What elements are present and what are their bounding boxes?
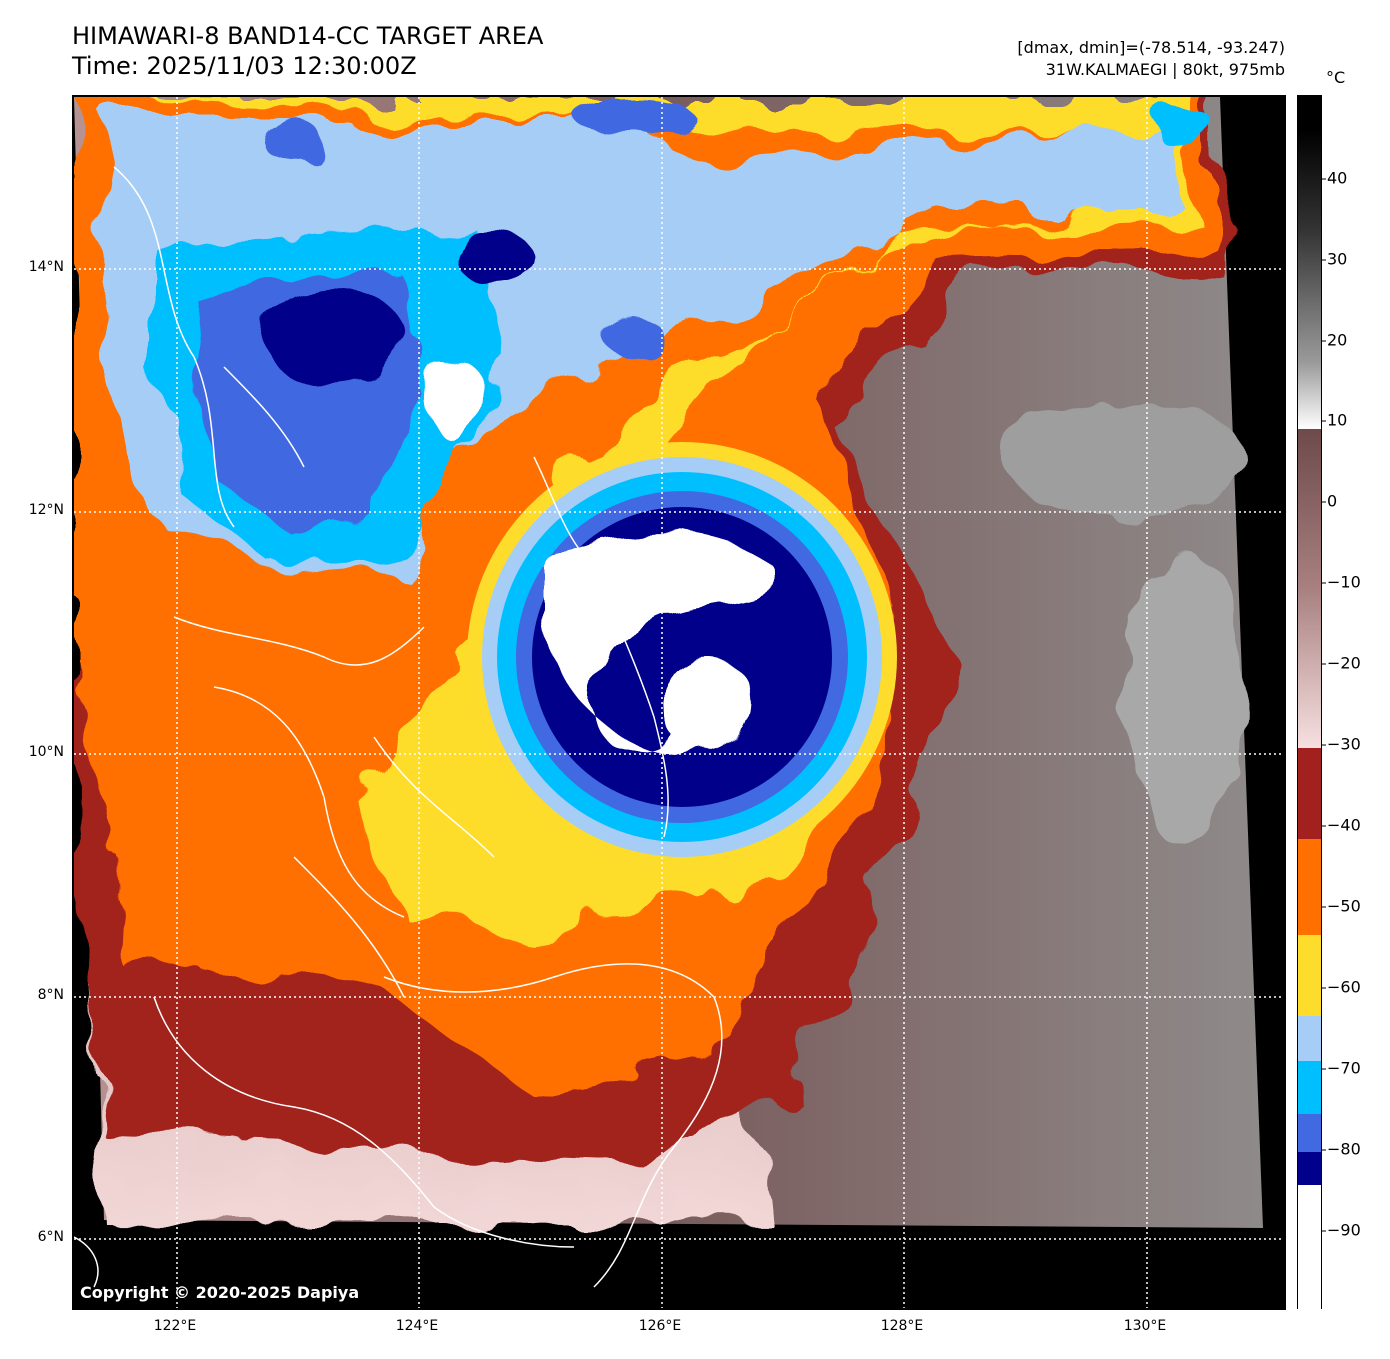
map-timestamp: Time: 2025/11/03 12:30:00Z	[72, 52, 417, 80]
colorbar-tick: −60	[1321, 977, 1361, 997]
lat-label-14n: 14°N	[28, 259, 64, 275]
colorbar-tick: −20	[1321, 653, 1361, 673]
lon-label-122e: 122°E	[153, 1318, 197, 1334]
typhoon-kalmaegi	[467, 442, 897, 872]
colorbar-tick: −90	[1321, 1220, 1361, 1240]
data-range-readout: [dmax, dmin]=(-78.514, -93.247)	[1017, 38, 1285, 57]
colorbar-cyan-segment	[1298, 1061, 1321, 1114]
colorbar-tick: 10	[1320, 410, 1348, 430]
lon-label-128e: 128°E	[880, 1318, 924, 1334]
colorbar-tick: 40	[1320, 168, 1348, 188]
lon-label-124e: 124°E	[395, 1318, 439, 1334]
copyright-notice: Copyright © 2020-2025 Dapiya	[80, 1283, 360, 1302]
satellite-imagery	[74, 97, 1284, 1308]
lon-label-130e: 130°E	[1123, 1318, 1167, 1334]
colorbar-lightblue-segment	[1298, 1016, 1321, 1061]
colorbar-tick: 20	[1320, 330, 1348, 350]
lon-label-126e: 126°E	[638, 1318, 682, 1334]
colorbar-tick: −40	[1321, 815, 1361, 835]
colorbar-tick: −30	[1321, 734, 1361, 754]
colorbar-yellow-segment	[1298, 935, 1321, 1016]
map-title: HIMAWARI-8 BAND14-CC TARGET AREA	[72, 22, 544, 50]
colorbar-tick: 30	[1320, 249, 1348, 269]
colorbar-tick: −50	[1321, 896, 1361, 916]
colorbar-unit: °C	[1326, 68, 1346, 87]
colorbar-tick: 0	[1320, 491, 1338, 511]
graticule	[74, 97, 1284, 1308]
lat-label-6n: 6°N	[37, 1229, 64, 1245]
lat-label-12n: 12°N	[28, 502, 64, 518]
colorbar	[1297, 95, 1322, 1310]
colorbar-blue-segment	[1298, 1114, 1321, 1152]
colorbar-tick: −10	[1321, 572, 1361, 592]
lat-label-8n: 8°N	[37, 987, 64, 1003]
storm-info: 31W.KALMAEGI | 80kt, 975mb	[1045, 60, 1285, 79]
lat-label-10n: 10°N	[28, 744, 64, 760]
satellite-map: Copyright © 2020-2025 Dapiya	[72, 95, 1286, 1310]
colorbar-navy-segment	[1298, 1152, 1321, 1185]
colorbar-red-segment	[1298, 748, 1321, 839]
colorbar-white-segment	[1298, 1185, 1321, 1310]
colorbar-orange-segment	[1298, 839, 1321, 935]
colorbar-tick: −80	[1321, 1139, 1361, 1159]
colorbar-brown-segment	[1298, 429, 1321, 748]
colorbar-tick: −70	[1321, 1058, 1361, 1078]
colorbar-gray-segment	[1298, 96, 1321, 429]
